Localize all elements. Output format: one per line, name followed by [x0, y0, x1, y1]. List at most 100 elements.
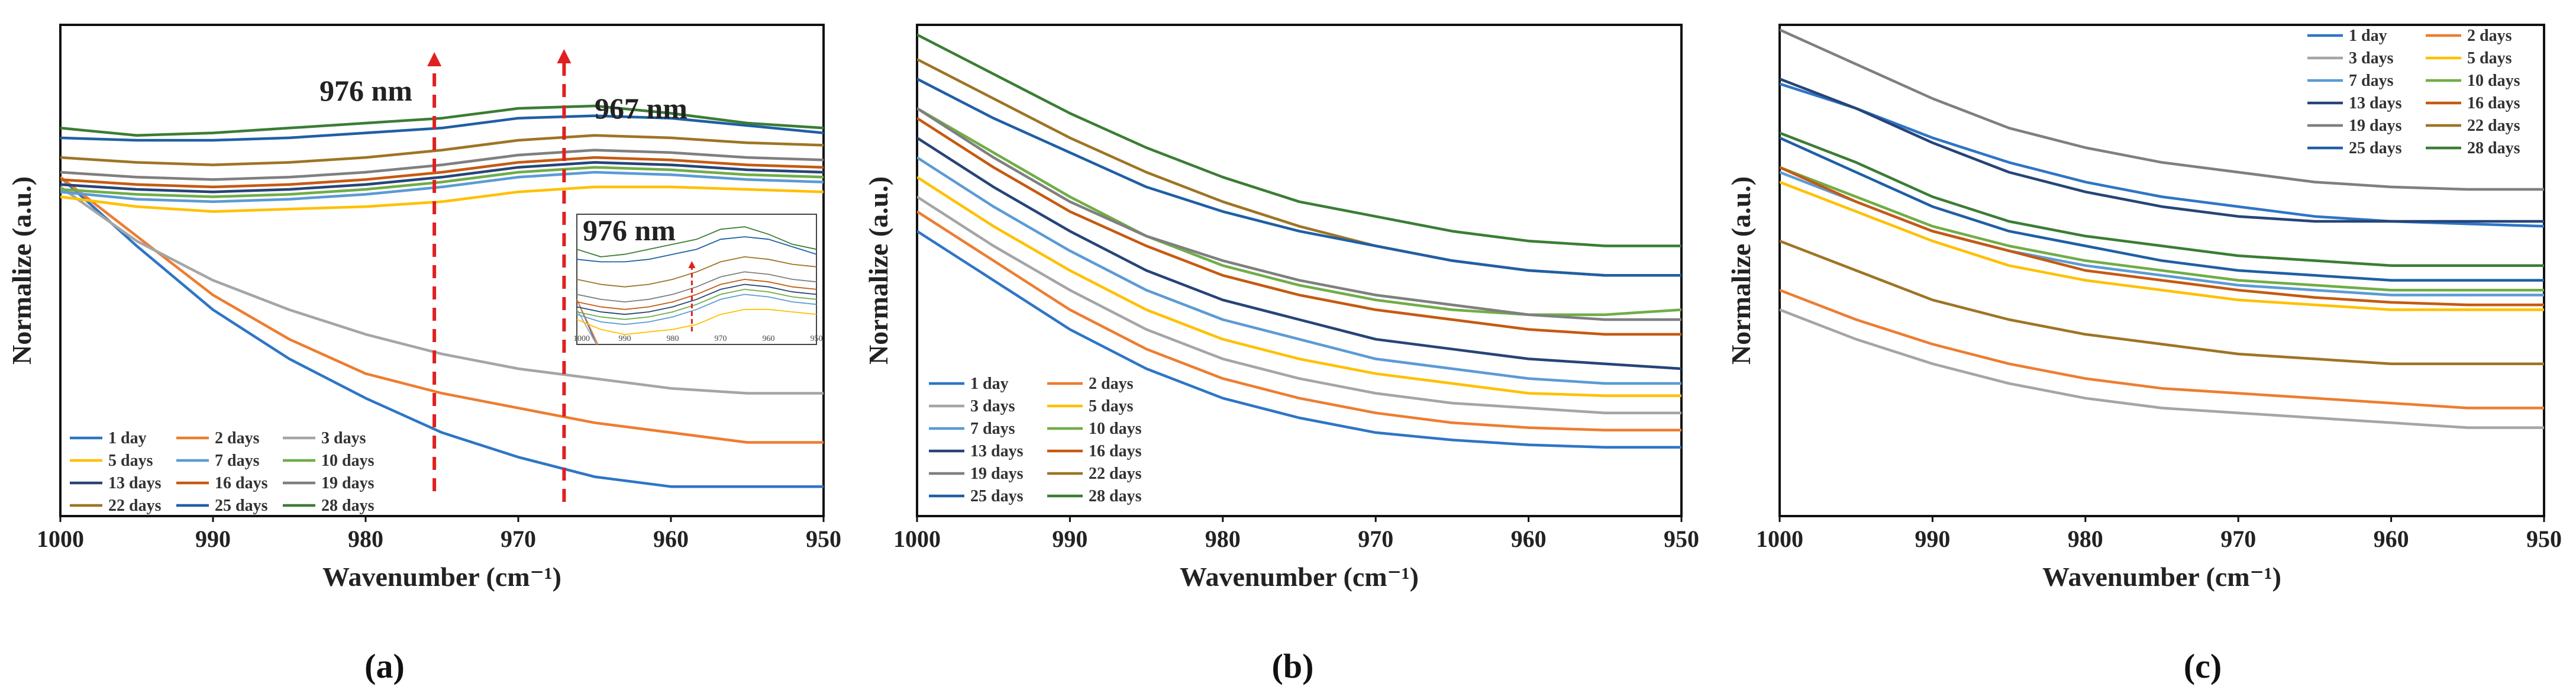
x-tick-label: 950: [1664, 526, 1699, 552]
series-line-10-days: [917, 107, 1681, 316]
legend-entry: 28 days: [2467, 139, 2520, 157]
legend-entry: 28 days: [321, 497, 375, 515]
inset-series-line: [577, 256, 816, 288]
x-tick-label: 960: [2374, 526, 2409, 552]
series-line-3-days: [917, 195, 1681, 414]
panel-c: 1000 990 980 970 960 950 Wavenumber (cm⁻¹) Norm…: [1726, 24, 2562, 685]
legend-entry: 25 days: [970, 487, 1024, 505]
legend-entry: 13 days: [970, 442, 1024, 460]
series-line-19-days: [917, 107, 1681, 321]
panel-label: (a): [364, 647, 405, 685]
series-line-13-days: [917, 137, 1681, 370]
x-axis-title: Wavenumber (cm⁻¹): [2042, 562, 2281, 592]
legend-entry: 5 days: [2467, 49, 2512, 67]
legend-entry: 13 days: [108, 474, 162, 492]
panel-a: 1000 990 980 970 960 950 Wavenumber (cm⁻¹) Norm…: [7, 24, 841, 685]
x-tick-label: 950: [806, 526, 841, 552]
series-line-16-days: [1780, 166, 2544, 307]
series-line-28-days: [917, 33, 1681, 247]
inset-frame: [576, 214, 817, 345]
legend-entry: 22 days: [2467, 117, 2520, 135]
series-line-25-days: [1780, 136, 2544, 282]
x-axis-title: Wavenumber (cm⁻¹): [322, 562, 561, 592]
series-line-19-days: [1780, 28, 2544, 191]
inset-series-line: [577, 226, 816, 257]
series-line-7-days: [917, 156, 1681, 385]
legend-entry: 1 day: [970, 375, 1009, 393]
legend-entry: 7 days: [970, 420, 1015, 438]
series-line-2-days: [60, 176, 824, 444]
plot-frame: [59, 24, 825, 517]
inset-tick-label: 970: [715, 334, 727, 343]
annotation-967nm: 967 nm: [595, 92, 687, 125]
x-axis-title: Wavenumber (cm⁻¹): [1180, 562, 1419, 592]
inset-tick-label: 980: [667, 334, 679, 343]
series-line-25-days: [60, 114, 824, 142]
panel-label: (c): [2184, 647, 2222, 685]
inset-tick-label: 960: [763, 334, 775, 343]
inset-series-line: [577, 288, 816, 320]
legend-entry: 3 days: [970, 397, 1015, 415]
inset-series-line: [577, 271, 816, 303]
series-line-2-days: [917, 210, 1681, 432]
legend-entry: 19 days: [321, 474, 375, 492]
series-line-3-days: [1780, 308, 2544, 429]
inset-series-line: [577, 279, 816, 310]
series-line-28-days: [60, 104, 824, 137]
annotation-976nm: 976 nm: [319, 74, 412, 107]
series-line-10-days: [1780, 166, 2544, 292]
panel-b: 1000 990 980 970 960 950 Wavenumber (cm⁻¹) Norm…: [863, 24, 1699, 685]
x-tick-label: 960: [653, 526, 689, 552]
x-tick-label: 990: [1915, 526, 1950, 552]
x-tick-label: 970: [501, 526, 536, 552]
x-tick-label: 970: [1358, 526, 1393, 552]
legend-entry: 1 day: [2349, 27, 2387, 45]
legend-entry: 16 days: [215, 474, 268, 492]
x-tick-label: 1000: [1756, 526, 1803, 552]
inset-series-line: [577, 294, 816, 326]
x-tick-label: 980: [348, 526, 383, 552]
x-tick-label: 1000: [893, 526, 941, 552]
series-line-5-days: [917, 176, 1681, 397]
inset-tick-label: 990: [619, 334, 631, 343]
legend-entry: 1 day: [108, 429, 147, 447]
series-line-1-day: [60, 176, 824, 488]
legend-entry: 10 days: [1089, 420, 1142, 438]
legend-entry: 13 days: [2349, 94, 2402, 112]
legend-entry: 19 days: [970, 465, 1024, 483]
x-tick-label: 970: [2220, 526, 2256, 552]
series-line-16-days: [917, 117, 1681, 336]
series-line-5-days: [1780, 181, 2544, 311]
series-line-13-days: [1780, 78, 2544, 223]
legend-entry: 3 days: [2349, 49, 2394, 67]
series-line-3-days: [60, 186, 824, 395]
legend-entry: 16 days: [1089, 442, 1142, 460]
series-line-5-days: [60, 185, 824, 213]
x-tick-label: 980: [2068, 526, 2103, 552]
legend-entry: 22 days: [1089, 465, 1142, 483]
series-line-22-days: [60, 134, 824, 166]
series-line-1-day: [917, 230, 1681, 449]
legend-entry: 2 days: [1089, 375, 1134, 393]
legend-entry: 10 days: [321, 452, 375, 470]
series-line-25-days: [917, 78, 1681, 277]
legend-entry: 16 days: [2467, 94, 2520, 112]
plot-frame: [916, 24, 1683, 517]
legend-entry: 7 days: [2349, 72, 2394, 90]
x-tick-label: 960: [1511, 526, 1547, 552]
legend-entry: 3 days: [321, 429, 366, 447]
series-line-28-days: [1780, 131, 2544, 267]
y-axis-title: Normalize (a.u.): [863, 176, 893, 365]
inset-annotation: 976 nm: [583, 214, 676, 247]
legend-entry: 2 days: [2467, 27, 2512, 45]
inset-series-line: [577, 236, 816, 263]
legend-entry: 2 days: [215, 429, 260, 447]
y-axis-title: Normalize (a.u.): [1726, 176, 1756, 365]
inset-series-line: [577, 308, 816, 336]
legend-entry: 19 days: [2349, 117, 2402, 135]
legend-entry: 10 days: [2467, 72, 2520, 90]
inset-tick-label: 950: [811, 334, 823, 343]
legend-entry: 5 days: [108, 452, 153, 470]
series-line-13-days: [60, 161, 824, 194]
x-tick-label: 990: [1052, 526, 1087, 552]
